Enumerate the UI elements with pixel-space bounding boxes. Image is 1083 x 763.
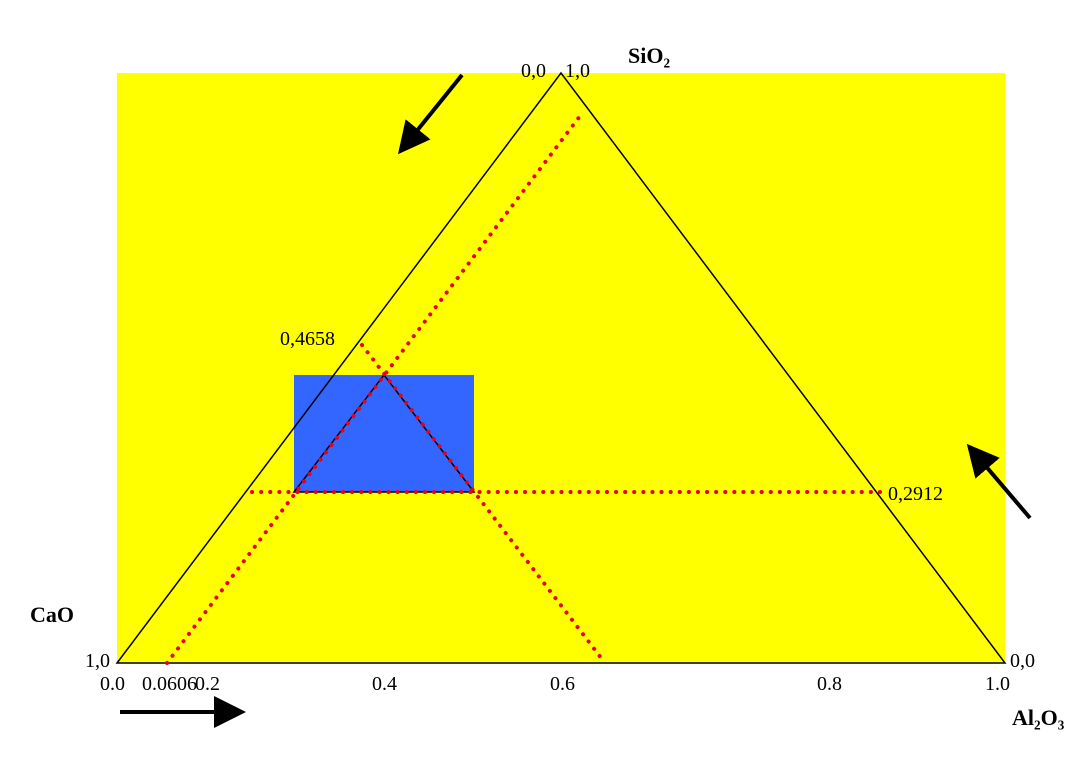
dotted-line bbox=[360, 343, 607, 665]
corner-label: 1,0 bbox=[85, 650, 110, 672]
arrow bbox=[966, 443, 1032, 520]
corner-label: 0,0 bbox=[1010, 650, 1035, 672]
axis-label: 0.0606 bbox=[142, 673, 197, 695]
vertex-label: Al₂O₃ bbox=[1012, 705, 1065, 730]
apex-label: 1,0 bbox=[565, 60, 590, 82]
axis-label: 0.6 bbox=[550, 673, 575, 695]
apex-label: 0,0 bbox=[521, 60, 546, 82]
vertex-label: CaO bbox=[30, 602, 74, 627]
vertex-label: SiO₂ bbox=[628, 43, 670, 68]
axis-label: 1.0 bbox=[985, 673, 1010, 695]
point-label: 0,2912 bbox=[888, 483, 943, 505]
arrow bbox=[397, 73, 464, 155]
plot-area bbox=[117, 73, 1005, 663]
region bbox=[294, 375, 474, 492]
axis-label: 0.0 bbox=[100, 673, 125, 695]
triangle bbox=[115, 71, 1007, 664]
point-label: 0,4658 bbox=[280, 328, 335, 350]
axis-label: 0.2 bbox=[195, 673, 220, 695]
axis-label: 0.4 bbox=[372, 673, 397, 695]
dotted-line bbox=[165, 110, 585, 665]
axis-label: 0.8 bbox=[817, 673, 842, 695]
